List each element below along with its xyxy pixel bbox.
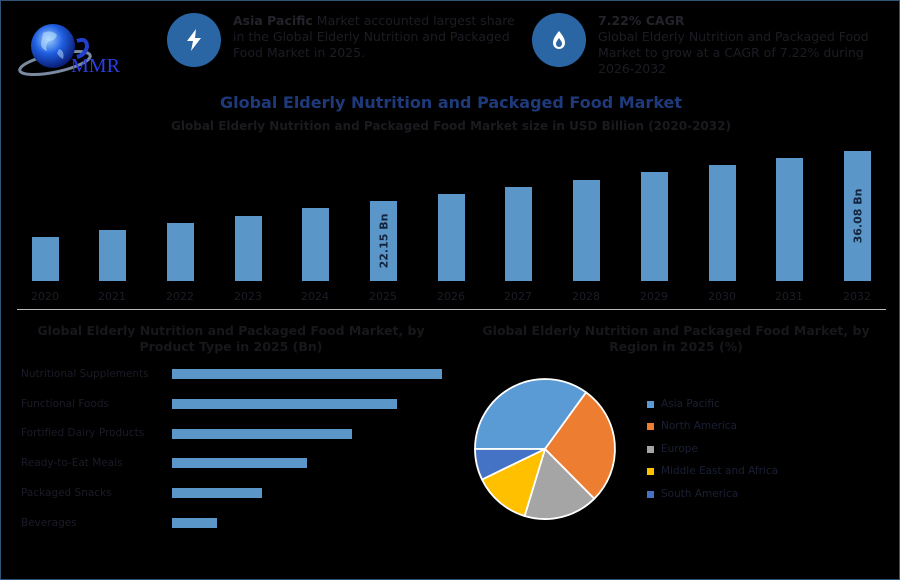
pie-slice-south-america (474, 448, 546, 481)
product-bar-ready-to-eat (172, 458, 307, 468)
product-bar-beverages (172, 518, 217, 528)
divider-line (17, 309, 445, 310)
pie-slice-europe (523, 447, 596, 520)
globe-icon: MMR (18, 24, 121, 77)
x-tick-label: 2027 (504, 290, 532, 303)
legend-label: Europe (661, 443, 698, 455)
bar-label-2025: 22.15 Bn (377, 213, 390, 269)
info-text-2: 7.22% CAGR Global Elderly Nutrition and P… (598, 13, 869, 76)
product-label: Packaged Snacks (21, 487, 112, 499)
region-pie-chart (474, 378, 616, 520)
lightning-icon (187, 29, 201, 51)
x-tick-label: 2032 (843, 290, 871, 303)
product-label: Beverages (21, 517, 77, 529)
info-card-asia-pacific: Asia Pacific Market accounted largest sh… (167, 13, 523, 67)
legend-item-south-america: South America (647, 488, 738, 500)
legend-swatch (647, 445, 654, 453)
x-tick-label: 2025 (369, 290, 397, 303)
bar-2032: 36.08 Bn (844, 151, 871, 281)
bar-2027 (505, 187, 532, 281)
bar-2023 (235, 216, 262, 281)
legend-label: Asia Pacific (661, 398, 720, 410)
legend-swatch (647, 400, 654, 408)
product-label: Ready-to-Eat Meals (21, 457, 123, 469)
product-bar-packaged-snacks (172, 488, 262, 498)
bar-2024 (302, 208, 329, 281)
product-label: Functional Foods (21, 398, 109, 410)
info-card-cagr: 7.22% CAGR Global Elderly Nutrition and P… (532, 13, 878, 77)
x-tick-label: 2022 (166, 290, 194, 303)
region-chart-title: Global Elderly Nutrition and Packaged Fo… (482, 323, 870, 354)
flame-drop-icon (553, 31, 565, 49)
pie-slice-asia-pacific (474, 378, 588, 450)
bar-2021 (99, 230, 126, 281)
bar-2022 (167, 223, 194, 281)
legend-label: North America (661, 420, 738, 432)
product-label: Fortified Dairy Products (21, 427, 145, 439)
lightning-icon-circle (167, 13, 221, 67)
product-chart-title: Global Elderly Nutrition and Packaged Fo… (37, 323, 425, 354)
bar-2029 (641, 172, 668, 281)
legend-label: South America (661, 488, 739, 500)
bar-label-2032: 36.08 Bn (851, 188, 864, 244)
bar-2031 (776, 158, 803, 281)
pie-slice-middle-east-africa (480, 447, 547, 518)
x-tick-label: 2020 (31, 290, 59, 303)
pie-slice-north-america (543, 391, 616, 500)
legend-swatch (647, 422, 654, 430)
bar-2030 (709, 165, 736, 281)
bar-2026 (438, 194, 465, 281)
x-tick-label: 2028 (572, 290, 600, 303)
flame-drop-icon-circle (532, 13, 586, 67)
product-bar-fortified-dairy (172, 429, 352, 439)
x-tick-label: 2029 (640, 290, 668, 303)
bar-2028 (573, 180, 600, 281)
x-tick-label: 2024 (301, 290, 329, 303)
legend-item-asia-pacific: Asia Pacific (647, 398, 720, 410)
divider-line (444, 309, 886, 310)
bar-2020 (32, 237, 59, 281)
legend-swatch (647, 467, 654, 475)
svg-text:MMR: MMR (71, 55, 121, 77)
x-tick-label: 2031 (775, 290, 803, 303)
legend-item-middle-east-africa: Middle East and Africa (647, 465, 778, 477)
product-bar-functional-foods (172, 399, 397, 409)
product-bar-nutritional-supplements (172, 369, 442, 379)
page-title: Global Elderly Nutrition and Packaged Fo… (219, 93, 683, 112)
info-text-1: Asia Pacific Market accounted largest sh… (233, 13, 515, 60)
bar-2025: 22.15 Bn (370, 201, 397, 281)
mmr-logo: MMR (15, 19, 140, 79)
x-tick-label: 2026 (437, 290, 465, 303)
x-tick-label: 2021 (98, 290, 126, 303)
legend-swatch (647, 490, 654, 498)
x-tick-label: 2030 (708, 290, 736, 303)
legend-item-north-america: North America (647, 420, 737, 432)
legend-label: Middle East and Africa (661, 465, 779, 477)
product-label: Nutritional Supplements (21, 368, 149, 380)
legend-item-europe: Europe (647, 443, 698, 455)
chart-subtitle: Global Elderly Nutrition and Packaged Fo… (171, 119, 731, 133)
x-tick-label: 2023 (234, 290, 262, 303)
